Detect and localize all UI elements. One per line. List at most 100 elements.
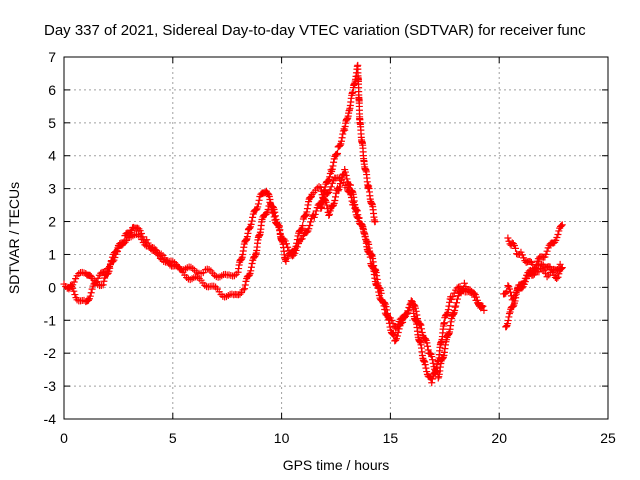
- data-point: [417, 321, 425, 329]
- data-point: [70, 287, 78, 295]
- data-point: [272, 216, 280, 224]
- data-point: [529, 260, 537, 268]
- data-point: [543, 273, 551, 281]
- data-point: [249, 213, 257, 221]
- data-point: [557, 265, 565, 273]
- data-point: [328, 165, 336, 173]
- data-point: [518, 284, 526, 292]
- data-point: [247, 220, 255, 228]
- chart-title: Day 337 of 2021, Sidereal Day-to-day VTE…: [44, 22, 586, 39]
- data-point: [70, 278, 78, 286]
- data-point: [354, 211, 362, 219]
- data-point: [374, 284, 382, 292]
- plot-frame: [63, 56, 609, 420]
- x-tick-label: 10: [274, 430, 290, 446]
- data-point: [460, 279, 468, 287]
- y-tick-label: -3: [44, 378, 57, 394]
- data-point: [193, 273, 201, 281]
- data-point: [511, 292, 519, 300]
- data-point: [291, 245, 299, 253]
- data-point: [418, 328, 426, 336]
- data-point: [449, 292, 457, 300]
- data-point: [248, 217, 256, 225]
- series-track-f: [500, 260, 566, 304]
- data-point: [337, 176, 345, 184]
- data-point: [310, 213, 318, 221]
- data-point: [422, 335, 430, 343]
- y-tick-label: 0: [48, 279, 56, 295]
- x-tick-label: 5: [169, 430, 177, 446]
- data-point: [307, 218, 315, 226]
- data-marks: [60, 61, 566, 387]
- data-point: [554, 230, 562, 238]
- data-point: [558, 264, 566, 272]
- data-point: [299, 222, 307, 230]
- data-point: [324, 190, 332, 198]
- data-point: [389, 330, 397, 338]
- data-point: [174, 263, 182, 271]
- data-point: [424, 342, 432, 350]
- data-point: [241, 285, 249, 293]
- data-point: [282, 257, 290, 265]
- data-point: [421, 361, 429, 369]
- data-point: [392, 336, 400, 344]
- data-point: [262, 210, 270, 218]
- data-point: [139, 233, 147, 241]
- data-point: [166, 261, 174, 269]
- data-point: [557, 222, 565, 230]
- data-point: [288, 249, 296, 257]
- data-point: [533, 265, 541, 273]
- x-tick-label: 15: [383, 430, 399, 446]
- data-point: [120, 238, 128, 246]
- data-point: [334, 187, 342, 195]
- data-point: [189, 265, 197, 273]
- data-point: [393, 332, 401, 340]
- data-point: [134, 231, 142, 239]
- data-point: [418, 325, 426, 333]
- data-point: [336, 141, 344, 149]
- data-point: [241, 281, 249, 289]
- y-tick-label: 1: [48, 246, 56, 262]
- data-point: [553, 275, 561, 283]
- data-point: [453, 299, 461, 307]
- data-point: [87, 289, 95, 297]
- data-point: [230, 272, 238, 280]
- data-point: [358, 221, 366, 229]
- x-tick-label: 25: [600, 430, 616, 446]
- data-point: [254, 203, 262, 211]
- data-point: [405, 307, 413, 315]
- x-tick-label: 0: [60, 430, 68, 446]
- y-tick-label: 2: [48, 214, 56, 230]
- data-point: [423, 339, 431, 347]
- data-point: [341, 168, 349, 176]
- data-point: [395, 325, 403, 333]
- y-tick-label: 3: [48, 181, 56, 197]
- data-point: [542, 250, 550, 258]
- data-point: [375, 288, 383, 296]
- data-point: [271, 208, 279, 216]
- data-point: [385, 316, 393, 324]
- y-tick-label: -2: [44, 345, 57, 361]
- data-point: [366, 253, 374, 261]
- data-point: [473, 296, 481, 304]
- data-point: [512, 244, 520, 252]
- data-point: [339, 130, 347, 138]
- data-point: [472, 293, 480, 301]
- x-tick-label: 20: [491, 430, 507, 446]
- data-point: [508, 296, 516, 304]
- data-point: [86, 292, 94, 300]
- data-point: [412, 307, 420, 315]
- y-tick-label: 6: [48, 82, 56, 98]
- data-point: [521, 278, 529, 286]
- data-point: [338, 134, 346, 142]
- data-point: [298, 235, 306, 243]
- y-tick-label: 5: [48, 115, 56, 131]
- data-point: [71, 291, 79, 299]
- data-point: [509, 302, 517, 310]
- data-point: [254, 200, 262, 208]
- data-point: [518, 251, 526, 259]
- data-point: [470, 289, 478, 297]
- data-point: [553, 233, 561, 241]
- data-point: [337, 137, 345, 145]
- data-point: [342, 171, 350, 179]
